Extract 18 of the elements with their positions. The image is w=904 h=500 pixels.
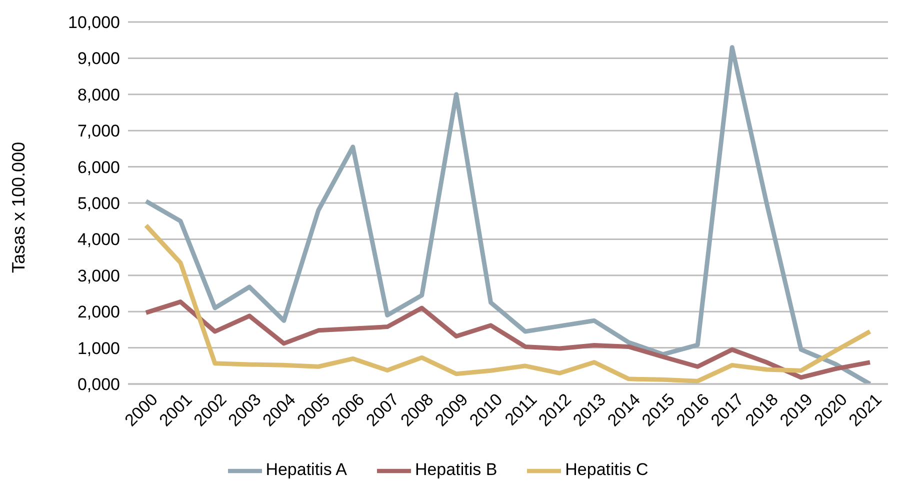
y-tick-label: 0,000 — [77, 375, 120, 394]
y-tick-label: 6,000 — [77, 158, 120, 177]
line-series — [144, 45, 872, 384]
y-tick-label: 8,000 — [77, 85, 120, 104]
legend-label: Hepatitis C — [565, 460, 648, 480]
legend-label: Hepatitis B — [414, 460, 498, 480]
y-tick-label: 9,000 — [77, 49, 120, 68]
y-tick-label: 10,000 — [68, 13, 120, 32]
y-tick-label: 4,000 — [77, 230, 120, 250]
y-tick-label: 1,000 — [77, 338, 120, 358]
y-tick-label: 3,000 — [77, 266, 120, 286]
line-series — [144, 300, 872, 380]
y-tick-label: 5,000 — [77, 194, 120, 214]
line-series — [144, 223, 872, 384]
y-tick-label: 2,000 — [77, 302, 120, 322]
y-axis-title: Tasas x 100.000 — [8, 142, 28, 273]
y-tick-label: 7,000 — [77, 122, 120, 141]
legend-label: Hepatitis A — [266, 460, 347, 480]
